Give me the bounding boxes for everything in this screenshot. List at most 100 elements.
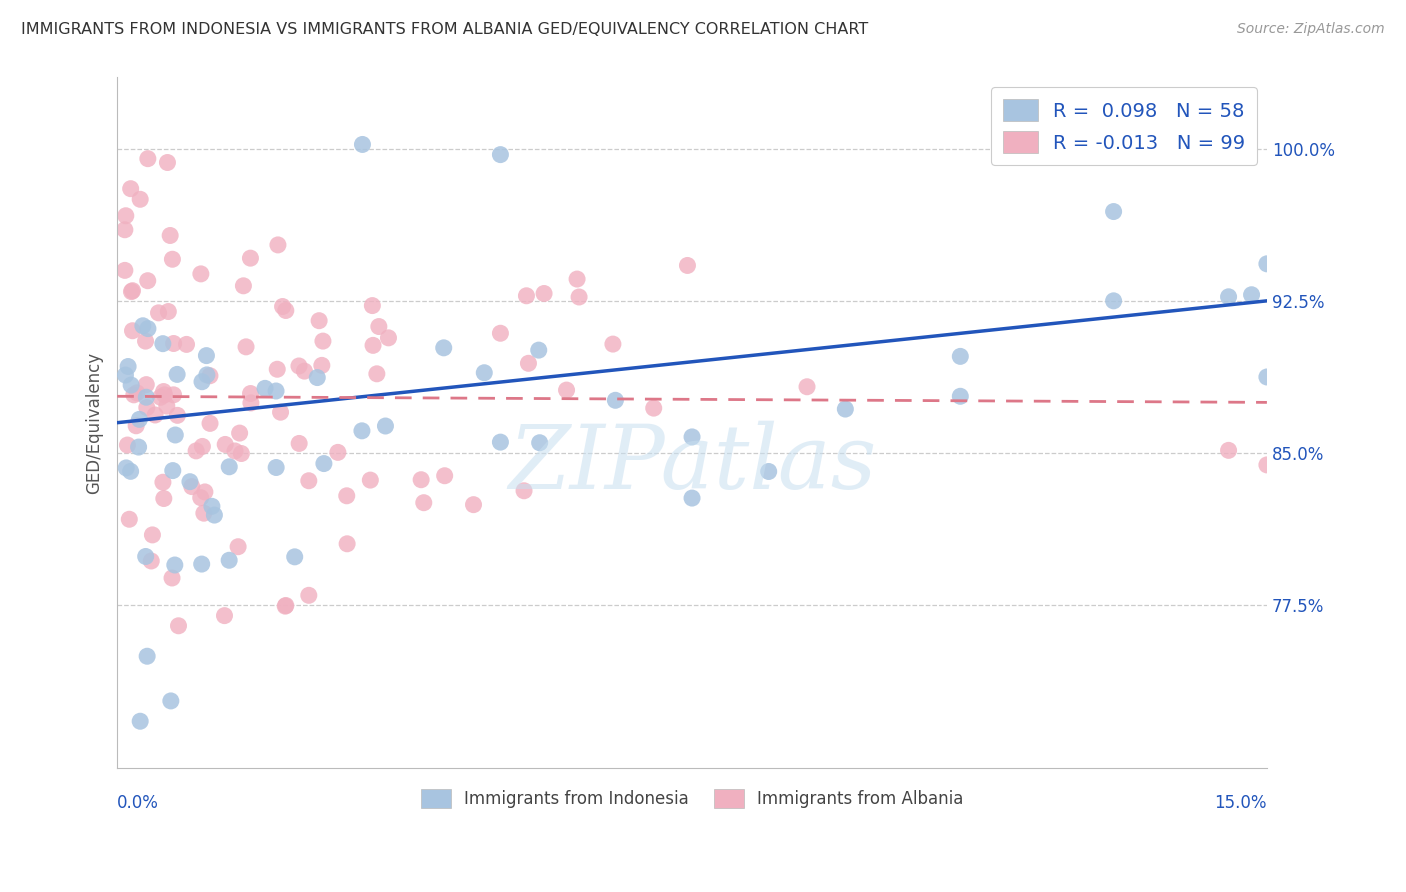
Point <box>336 489 359 503</box>
Point <box>796 380 818 394</box>
Point <box>121 284 143 298</box>
Point <box>231 446 253 460</box>
Point <box>284 549 307 564</box>
Point <box>361 338 384 352</box>
Point <box>359 473 381 487</box>
Point <box>122 388 145 402</box>
Point <box>214 608 236 623</box>
Point <box>361 299 384 313</box>
Point <box>253 381 276 395</box>
Point <box>565 272 588 286</box>
Point <box>274 599 297 613</box>
Point <box>194 484 217 499</box>
Point <box>157 304 180 318</box>
Point <box>143 408 166 422</box>
Point <box>120 182 142 196</box>
Point <box>121 324 143 338</box>
Point <box>433 468 456 483</box>
Point <box>228 426 250 441</box>
Point <box>308 314 330 328</box>
Point <box>433 341 456 355</box>
Point <box>643 401 665 416</box>
Point <box>949 350 972 364</box>
Point <box>125 385 148 400</box>
Point <box>568 290 591 304</box>
Point <box>489 326 512 341</box>
Point <box>198 368 221 383</box>
Point <box>129 714 152 729</box>
Point <box>529 435 551 450</box>
Point <box>271 300 294 314</box>
Point <box>834 402 856 417</box>
Point <box>165 428 187 442</box>
Point <box>115 461 138 475</box>
Point <box>135 390 157 404</box>
Point <box>135 334 157 348</box>
Point <box>191 375 214 389</box>
Text: 0.0%: 0.0% <box>117 795 159 813</box>
Point <box>1240 287 1263 301</box>
Point <box>191 439 214 453</box>
Point <box>132 318 155 333</box>
Point <box>153 491 176 506</box>
Point <box>136 321 159 335</box>
Point <box>352 137 374 152</box>
Point <box>193 506 215 520</box>
Point <box>163 558 186 572</box>
Point <box>136 274 159 288</box>
Point <box>274 303 297 318</box>
Point <box>605 393 627 408</box>
Point <box>602 337 624 351</box>
Point <box>555 383 578 397</box>
Point <box>226 540 249 554</box>
Point <box>167 619 190 633</box>
Point <box>117 438 139 452</box>
Point <box>472 366 495 380</box>
Point <box>141 554 163 568</box>
Point <box>125 418 148 433</box>
Point <box>239 396 262 410</box>
Point <box>152 336 174 351</box>
Point <box>298 474 321 488</box>
Point <box>218 459 240 474</box>
Point <box>195 368 218 382</box>
Point <box>160 571 183 585</box>
Point <box>1256 370 1278 384</box>
Point <box>1102 293 1125 308</box>
Point <box>312 457 335 471</box>
Point <box>179 475 201 489</box>
Point <box>288 436 311 450</box>
Point <box>1218 290 1240 304</box>
Point <box>195 349 218 363</box>
Point <box>160 694 183 708</box>
Point <box>135 401 157 415</box>
Point <box>136 649 159 664</box>
Point <box>374 419 396 434</box>
Point <box>232 278 254 293</box>
Point <box>681 491 703 505</box>
Point <box>264 384 287 398</box>
Point <box>121 285 143 299</box>
Point <box>166 368 188 382</box>
Point <box>239 386 262 401</box>
Point <box>350 424 373 438</box>
Point <box>515 289 537 303</box>
Point <box>366 367 388 381</box>
Point <box>311 359 333 373</box>
Point <box>120 378 142 392</box>
Point <box>149 390 172 404</box>
Point <box>114 209 136 223</box>
Point <box>162 336 184 351</box>
Point <box>463 498 485 512</box>
Point <box>135 377 157 392</box>
Point <box>190 557 212 571</box>
Point <box>326 445 349 459</box>
Point <box>153 388 176 402</box>
Point <box>118 512 141 526</box>
Point <box>224 444 246 458</box>
Point <box>135 549 157 564</box>
Point <box>190 491 212 505</box>
Point <box>1102 204 1125 219</box>
Point <box>367 319 389 334</box>
Point <box>1218 443 1240 458</box>
